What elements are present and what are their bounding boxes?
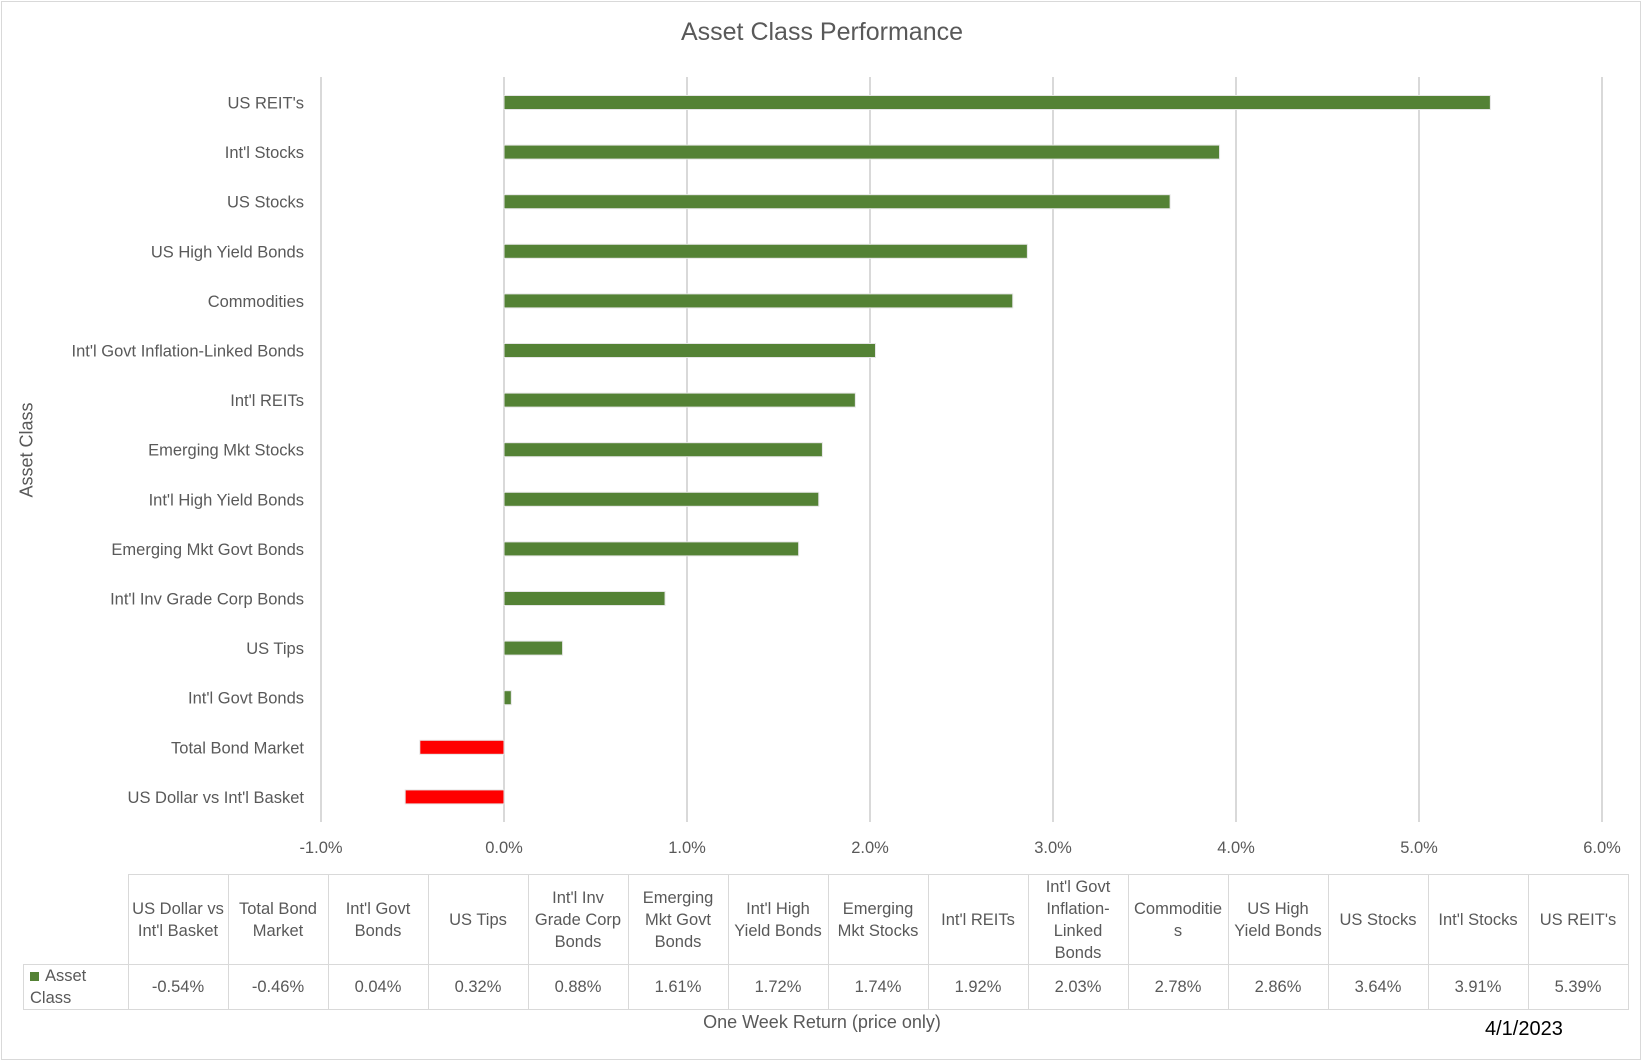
- y-tick-label: Total Bond Market: [171, 739, 304, 757]
- table-header-cell: US Tips: [427, 874, 529, 965]
- y-tick-label: US Tips: [246, 640, 304, 658]
- table-header-cell: Emerging Mkt Stocks: [827, 874, 929, 965]
- table-header-cell: Int'l High Yield Bonds: [727, 874, 829, 965]
- table-value-cell: -0.46%: [227, 964, 329, 1010]
- x-tick-label: 5.0%: [1400, 839, 1438, 857]
- table-header-cell: US Stocks: [1327, 874, 1429, 965]
- data-table-corner: [23, 874, 129, 965]
- table-header-cell: US Dollar vs Int'l Basket: [127, 874, 229, 965]
- table-value-cell: 3.91%: [1427, 964, 1529, 1010]
- bar: [503, 591, 666, 606]
- table-value-cell: 1.92%: [927, 964, 1029, 1010]
- y-tick-label: US High Yield Bonds: [151, 243, 304, 261]
- date-label: 4/1/2023: [1485, 1018, 1563, 1040]
- plot-area: -1.0% 0.0% 1.0% 2.0% 3.0% 4.0% 5.0% 6.0% US REIT…: [72, 77, 1621, 857]
- table-header-cell: Emerging Mkt Govt Bonds: [627, 874, 729, 965]
- bar: [503, 442, 823, 458]
- data-table-header-row: US Dollar vs Int'l Basket Total Bond Mark…: [23, 874, 1629, 965]
- bar: [503, 343, 876, 358]
- y-tick-label: Emerging Mkt Govt Bonds: [111, 541, 304, 559]
- table-header-cell: Commoditie s: [1127, 874, 1229, 965]
- x-axis-title: One Week Return (price only): [703, 1012, 941, 1032]
- table-value-cell: 0.88%: [527, 964, 629, 1010]
- table-value-cell: 2.03%: [1027, 964, 1129, 1010]
- y-tick-label: US Stocks: [227, 194, 304, 212]
- table-value-cell: 1.74%: [827, 964, 929, 1010]
- y-tick-label: Int'l Govt Inflation-Linked Bonds: [72, 343, 304, 361]
- x-tick-label: 1.0%: [668, 839, 706, 857]
- table-value-cell: 2.86%: [1227, 964, 1329, 1010]
- y-tick-label: Int'l Govt Bonds: [188, 690, 304, 708]
- table-value-cell: 5.39%: [1527, 964, 1629, 1010]
- bar: [419, 739, 505, 755]
- x-tick-label: 3.0%: [1034, 839, 1072, 857]
- y-tick-label: US Dollar vs Int'l Basket: [128, 789, 305, 807]
- bar: [404, 789, 505, 805]
- data-table: US Dollar vs Int'l Basket Total Bond Mark…: [23, 874, 1629, 1010]
- table-header-cell: Total Bond Market: [227, 874, 329, 965]
- table-header-cell: Int'l REITs: [927, 874, 1029, 965]
- y-tick-label: Int'l High Yield Bonds: [149, 491, 304, 509]
- table-value-cell: -0.54%: [127, 964, 229, 1010]
- y-tick-label: Int'l REITs: [230, 392, 304, 410]
- bar: [503, 640, 564, 656]
- table-header-cell: Int'l Govt Bonds: [327, 874, 429, 965]
- bar: [503, 491, 820, 507]
- bar: [503, 541, 800, 557]
- table-header-cell: US High Yield Bonds: [1227, 874, 1329, 965]
- chart-title: Asset Class Performance: [680, 18, 964, 46]
- table-value-cell: 0.04%: [327, 964, 429, 1010]
- table-value-cell: 1.72%: [727, 964, 829, 1010]
- bar: [503, 144, 1221, 160]
- x-tick-label: -1.0%: [299, 839, 342, 857]
- x-tick-label: 2.0%: [851, 839, 889, 857]
- bar: [503, 194, 1171, 210]
- x-tick-label: 6.0%: [1583, 839, 1621, 857]
- table-value-cell: 0.32%: [427, 964, 529, 1010]
- data-table-value-row: Asset Class -0.54% -0.46% 0.04% 0.32% 0.88% 1…: [23, 964, 1629, 1010]
- table-header-cell: US REIT's: [1527, 874, 1629, 965]
- legend-label: Asset Class: [30, 967, 87, 1007]
- bar: [503, 95, 1491, 110]
- bar: [503, 392, 856, 408]
- bar: [503, 243, 1028, 259]
- y-tick-label: Emerging Mkt Stocks: [148, 442, 304, 460]
- x-tick-label: 4.0%: [1217, 839, 1255, 857]
- y-tick-label: Int'l Stocks: [225, 144, 304, 162]
- table-header-cell: Int'l Inv Grade Corp Bonds: [527, 874, 629, 965]
- x-tick-label: 0.0%: [485, 839, 523, 857]
- legend-key: [30, 972, 39, 982]
- table-value-cell: 3.64%: [1327, 964, 1429, 1010]
- bar: [503, 293, 1014, 309]
- y-tick-label: Commodities: [208, 293, 304, 311]
- y-tick-label: US REIT's: [228, 95, 305, 113]
- bar: [503, 690, 512, 706]
- table-header-cell: Int'l Stocks: [1427, 874, 1529, 965]
- table-value-cell: 2.78%: [1127, 964, 1229, 1010]
- table-value-cell: 1.61%: [627, 964, 729, 1010]
- data-table-row-label: Asset Class: [23, 964, 129, 1010]
- y-tick-label: Int'l Inv Grade Corp Bonds: [110, 591, 304, 609]
- table-header-cell: Int'l Govt Inflation-Linked Bonds: [1027, 874, 1129, 965]
